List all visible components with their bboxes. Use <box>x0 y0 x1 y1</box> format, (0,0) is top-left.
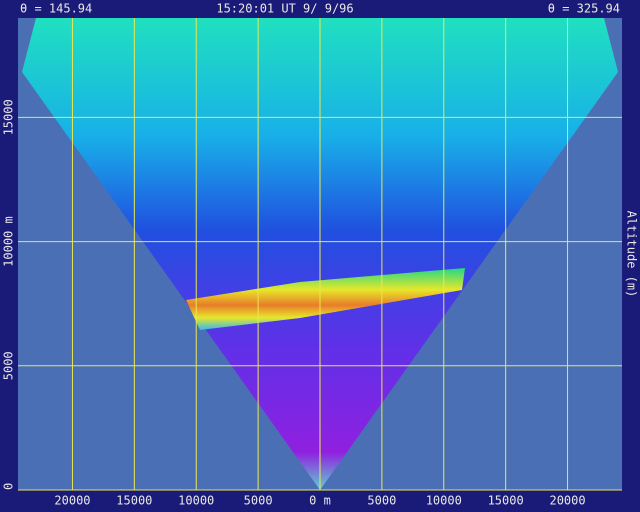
x-tick-label: 15000 <box>116 494 152 508</box>
aerosol-layer <box>186 268 465 330</box>
x-tick-label: 0 m <box>309 494 331 508</box>
y-tick-label: 15000 <box>2 99 16 135</box>
header-left: θ = 145.94 <box>20 2 92 16</box>
x-tick-label: 20000 <box>54 494 90 508</box>
x-tick-label: 10000 <box>178 494 214 508</box>
x-tick-label: 15000 <box>488 494 524 508</box>
y-tick-label: 10000 m <box>2 216 16 267</box>
y-tick-label: 0 <box>2 483 16 490</box>
y-axis-title: Altitude (m) <box>625 211 639 298</box>
x-tick-label: 5000 <box>244 494 273 508</box>
x-tick-label: 5000 <box>367 494 396 508</box>
x-tick-label: 10000 <box>426 494 462 508</box>
header-center: 15:20:01 UT 9/ 9/96 <box>216 2 353 16</box>
x-tick-label: 20000 <box>549 494 585 508</box>
y-tick-label: 5000 <box>2 351 16 380</box>
header-right: θ = 325.94 <box>548 2 620 16</box>
